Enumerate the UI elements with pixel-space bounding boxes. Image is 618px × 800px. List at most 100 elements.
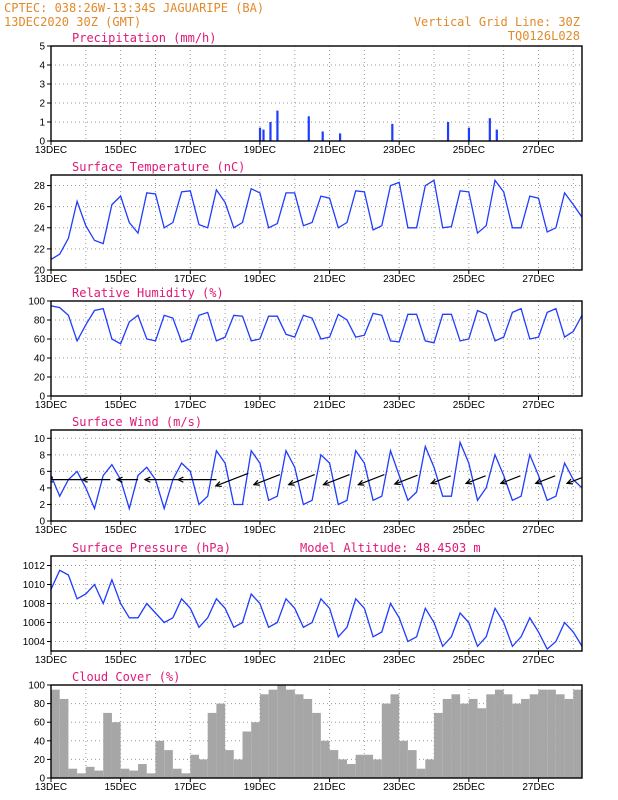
x-tick-label: 15DEC xyxy=(105,400,137,411)
date-line: 13DEC2020 30Z (GMT) xyxy=(4,15,141,29)
cloud-bar xyxy=(338,759,347,778)
x-tick-label: 17DEC xyxy=(174,400,206,411)
y-tick-label: 22 xyxy=(34,244,46,255)
precip-bar xyxy=(262,129,265,141)
panel-frame xyxy=(50,300,583,397)
wind-arrow-head xyxy=(80,476,88,483)
x-tick-label: 23DEC xyxy=(383,400,415,411)
cloud-bar xyxy=(303,698,313,778)
wind-arrow xyxy=(535,475,556,484)
cloud-bar xyxy=(277,685,287,778)
panel-frame xyxy=(50,174,583,271)
cloud-bar xyxy=(346,764,356,778)
y-tick-label: 40 xyxy=(34,354,46,365)
cloud-bar xyxy=(503,694,513,778)
x-tick-label: 27DEC xyxy=(522,274,554,285)
x-tick-label: 15DEC xyxy=(105,145,137,156)
y-tick-label: 1008 xyxy=(23,599,46,610)
wind-arrow-head xyxy=(393,479,401,486)
y-tick-label: 20 xyxy=(34,266,46,277)
wind-arrow xyxy=(358,474,385,486)
run-code: TQ0126L028 xyxy=(508,29,580,43)
cloud-bar xyxy=(268,689,278,778)
cloud-bar xyxy=(77,773,86,778)
precip-bar xyxy=(446,122,450,141)
y-tick-label: 26 xyxy=(34,202,46,213)
y-tick-label: 5 xyxy=(39,42,45,53)
wind-arrow-head xyxy=(176,476,184,483)
x-tick-label: 25DEC xyxy=(453,274,485,285)
x-tick-label: 17DEC xyxy=(174,274,206,285)
cloud-bar xyxy=(59,698,69,778)
cloud-bar xyxy=(425,759,435,778)
cloud-bar xyxy=(172,768,182,778)
x-tick-label: 21DEC xyxy=(313,145,345,156)
series-line xyxy=(51,178,582,260)
x-tick-label: 13DEC xyxy=(35,145,67,156)
x-tick-label: 15DEC xyxy=(105,525,137,536)
grid-line-label: Vertical Grid Line: 30Z xyxy=(414,15,580,29)
cloud-bar xyxy=(155,740,165,778)
x-tick-label: 27DEC xyxy=(522,655,554,666)
y-tick-label: 28 xyxy=(34,181,46,192)
y-tick-label: 60 xyxy=(34,335,46,346)
x-tick-label: 21DEC xyxy=(313,782,345,793)
wind-arrow-head xyxy=(429,478,438,485)
x-tick-label: 19DEC xyxy=(244,400,276,411)
panel-cloud: 0 20 40 60 80 100 13DEC 15DEC 17DEC 19DEC 21DEC 23D… xyxy=(28,670,583,793)
precip-bar xyxy=(321,131,324,141)
wind-arrow xyxy=(566,476,582,484)
x-tick-label: 27DEC xyxy=(522,400,554,411)
panel-title: Precipitation (mm/h) xyxy=(72,31,217,45)
x-tick-label: 15DEC xyxy=(105,274,137,285)
cloud-bar xyxy=(486,694,495,778)
precip-bar xyxy=(467,127,471,141)
cloud-bar xyxy=(242,731,252,778)
cloud-bar xyxy=(111,722,121,778)
cloud-bar xyxy=(138,764,147,778)
x-tick-label: 19DEC xyxy=(244,274,276,285)
y-tick-label: 1 xyxy=(39,118,45,129)
x-tick-label: 21DEC xyxy=(313,525,345,536)
cloud-bar xyxy=(312,712,321,778)
series-cloud xyxy=(51,685,582,778)
panel-title: Relative Humidity (%) xyxy=(72,286,224,300)
cloud-bar xyxy=(538,689,548,778)
cloud-bar xyxy=(329,750,339,778)
panel-frame xyxy=(50,45,583,142)
wind-arrow xyxy=(288,474,315,486)
panel-rh: 0 20 40 60 80 100 13DEC 15DEC 17DEC 19DEC 21DEC 23D… xyxy=(28,286,583,411)
cloud-bar xyxy=(190,754,199,778)
cloud-bar xyxy=(251,722,260,778)
series-rh xyxy=(51,305,582,345)
cloud-bar xyxy=(399,740,408,778)
wind-arrow xyxy=(323,474,350,486)
panel-title: Cloud Cover (%) xyxy=(72,670,180,684)
cloud-bar xyxy=(129,770,139,778)
header: CPTEC: 038:26W-13:34S JAGUARIPE (BA) 13D… xyxy=(4,1,580,43)
model-altitude-label: Model Altitude: 48.4503 m xyxy=(300,541,481,555)
wind-arrow-head xyxy=(115,476,123,483)
x-tick-label: 27DEC xyxy=(522,782,554,793)
cloud-bar xyxy=(547,689,556,778)
y-tick-label: 1006 xyxy=(23,618,46,629)
cloud-bar xyxy=(94,770,104,778)
x-tick-label: 17DEC xyxy=(174,145,206,156)
cloud-bar xyxy=(381,703,391,778)
x-tick-label: 25DEC xyxy=(453,655,485,666)
series-line xyxy=(51,440,582,511)
series-precip xyxy=(258,110,498,141)
precip-bar xyxy=(258,127,262,141)
cloud-bar xyxy=(320,740,330,778)
wind-arrow-head xyxy=(464,478,473,485)
y-tick-label: 2 xyxy=(39,500,45,511)
cloud-bar xyxy=(521,698,530,778)
panels: 0 1 2 3 4 5 13DEC 15DEC 17DEC 19DEC 21DEC 23DEC 25DE… xyxy=(23,31,583,793)
cloud-bar xyxy=(477,708,487,778)
cloud-bar xyxy=(564,698,574,778)
panel-title: Surface Wind (m/s) xyxy=(72,415,202,429)
precip-bar xyxy=(495,129,498,141)
series-line xyxy=(51,305,582,345)
x-tick-label: 15DEC xyxy=(105,782,137,793)
